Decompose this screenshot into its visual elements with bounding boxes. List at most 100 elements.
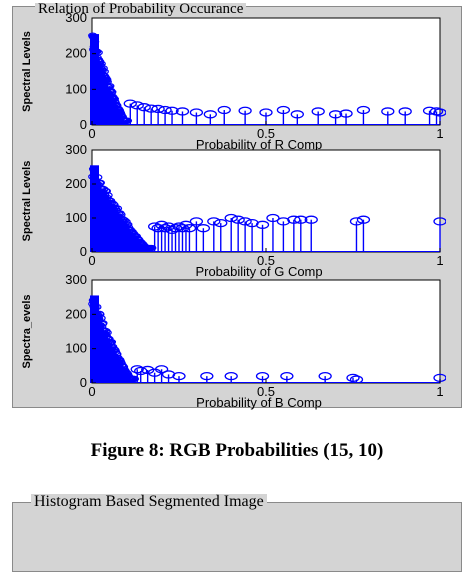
point-marker-r <box>130 101 144 110</box>
point-marker-r <box>151 104 165 114</box>
point-marker-b <box>130 365 144 374</box>
y-axis-label-r: Spectral Levels <box>21 31 33 112</box>
axes-r: 0 100 200 300 0 0.5 1 Probability of R Comp Spec… <box>21 10 446 152</box>
point-marker-b <box>346 373 360 383</box>
dense-band-b <box>90 295 99 383</box>
point-marker-g <box>433 217 446 226</box>
dense-marker-g <box>101 188 112 195</box>
segmented-image-panel-title: Histogram Based Segmented Image <box>31 494 267 510</box>
xtick-label-r: 0 <box>88 126 95 141</box>
point-marker-r <box>290 110 304 119</box>
data-layer-b <box>88 295 446 383</box>
xtick-label-g: 0 <box>88 253 95 268</box>
ytick-label-b: 200 <box>65 306 87 321</box>
ytick-label-b: 0 <box>80 375 87 390</box>
point-marker-r <box>238 106 252 115</box>
segmented-image-panel: Histogram Based Segmented Image <box>12 494 462 572</box>
ytick-label-g: 0 <box>80 244 87 259</box>
point-marker-b <box>349 375 364 383</box>
point-marker-r <box>123 99 137 108</box>
point-marker-g <box>207 217 221 226</box>
xtick-label-r: 0.5 <box>257 126 275 141</box>
data-layer-g <box>88 165 446 252</box>
point-marker-g <box>231 215 245 224</box>
ytick-label-g: 200 <box>65 176 87 191</box>
dense-marker-b <box>129 375 140 382</box>
point-marker-r <box>259 108 273 117</box>
point-marker-g <box>189 217 204 226</box>
axes-frame-b <box>91 279 441 384</box>
point-marker-b <box>224 371 238 381</box>
point-marker-r <box>203 110 217 119</box>
ytick-label-r: 200 <box>65 46 87 61</box>
point-marker-g <box>349 217 364 226</box>
ytick-label-b: 300 <box>65 272 87 287</box>
point-marker-r <box>339 109 353 118</box>
point-marker-r <box>276 105 291 115</box>
point-marker-g <box>214 218 228 228</box>
point-marker-g <box>255 220 270 229</box>
point-marker-b <box>280 371 294 381</box>
point-marker-g <box>196 224 211 233</box>
point-marker-r <box>158 105 172 115</box>
point-marker-r <box>398 107 412 116</box>
point-marker-r <box>433 108 446 117</box>
dense-marker-b <box>112 351 122 358</box>
point-marker-g <box>224 213 238 223</box>
point-marker-g <box>356 215 371 224</box>
ytick-label-r: 100 <box>65 81 87 96</box>
x-axis-label-b: Probability of B Comp <box>196 395 322 410</box>
ytick-label-g: 100 <box>65 210 87 225</box>
point-marker-b <box>172 371 186 381</box>
point-marker-r <box>422 106 437 115</box>
dense-marker-g <box>121 218 131 225</box>
point-marker-r <box>137 103 151 112</box>
point-marker-r <box>311 107 325 116</box>
x-axis-label-g: Probability of G Comp <box>195 264 322 279</box>
dense-band-r <box>90 34 99 125</box>
xtick-label-b: 0 <box>88 384 95 399</box>
point-marker-r <box>356 105 371 115</box>
xtick-label-b: 0.5 <box>257 384 275 399</box>
y-axis-label-g: Spectral Levels <box>21 161 33 242</box>
point-marker-g <box>287 215 301 224</box>
xtick-label-r: 1 <box>436 126 443 141</box>
point-marker-g <box>172 222 186 231</box>
ytick-label-b: 100 <box>65 341 87 356</box>
xtick-label-b: 1 <box>436 384 443 399</box>
dense-marker-r <box>98 65 108 72</box>
point-marker-g <box>158 224 172 233</box>
ytick-label-r: 300 <box>65 10 87 25</box>
point-marker-b <box>134 366 148 376</box>
point-marker-g <box>245 218 259 228</box>
xtick-label-g: 0.5 <box>257 253 275 268</box>
xtick-label-g: 1 <box>436 253 443 268</box>
point-marker-r <box>165 106 179 115</box>
point-marker-g <box>238 217 252 226</box>
figure-caption: Figure 8: RGB Probabilities (15, 10) <box>90 440 384 461</box>
data-layer-r <box>88 32 446 125</box>
ytick-label-r: 0 <box>80 117 87 132</box>
dense-marker-b <box>102 329 112 336</box>
x-axis-label-r: Probability of R Comp <box>196 137 322 152</box>
axes-b: 0 100 200 300 0 0.5 1 Probability of B Comp Spec… <box>21 272 446 410</box>
point-marker-r <box>217 105 231 115</box>
point-marker-r <box>381 107 395 116</box>
point-marker-r <box>144 104 158 113</box>
panel-title: Relation of Probability Occurance <box>35 2 247 17</box>
point-marker-b <box>255 371 270 381</box>
point-marker-b <box>154 365 169 374</box>
axes-g: 0 100 200 300 0 0.5 1 Probability of G Comp Spec… <box>21 142 446 279</box>
dense-marker-g <box>147 244 157 252</box>
dense-marker-r <box>122 117 133 124</box>
dense-band-g <box>90 165 99 252</box>
point-marker-g <box>276 217 291 226</box>
point-marker-g <box>182 224 197 233</box>
ytick-label-g: 300 <box>65 142 87 157</box>
point-marker-b <box>200 371 214 381</box>
point-marker-b <box>318 371 332 381</box>
point-marker-b <box>161 370 176 379</box>
axes-frame-g <box>91 149 441 253</box>
point-marker-b <box>141 365 155 375</box>
point-marker-g <box>304 215 318 224</box>
